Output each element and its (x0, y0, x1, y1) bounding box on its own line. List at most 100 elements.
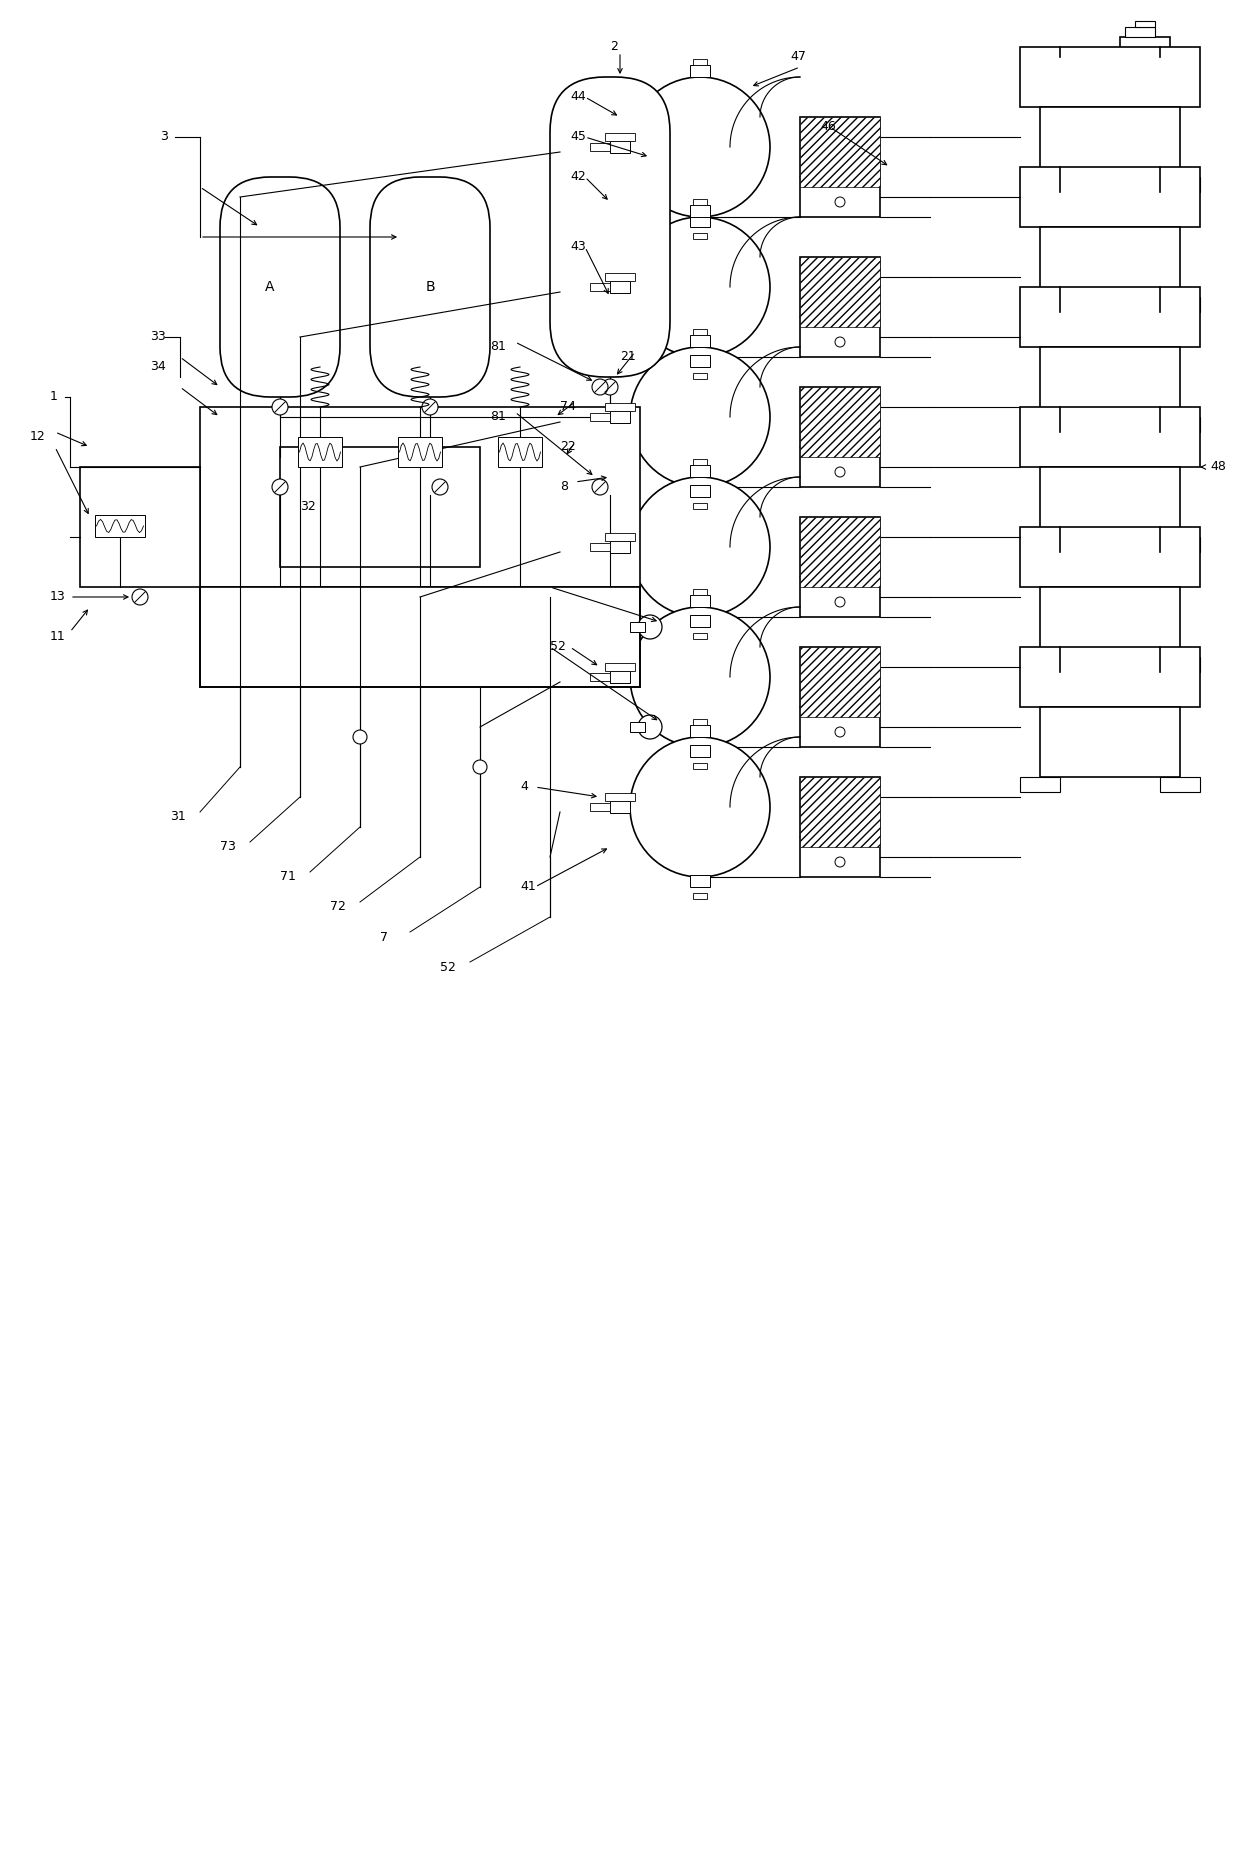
Bar (800, 258, 880, 327)
Text: 81: 81 (490, 340, 506, 353)
Text: 52: 52 (440, 960, 456, 973)
Bar (693, 200, 707, 205)
Text: 7: 7 (379, 930, 388, 943)
Bar (693, 719, 707, 724)
Bar (610, 801, 630, 812)
Bar (693, 764, 707, 769)
Circle shape (835, 857, 844, 866)
Circle shape (639, 614, 662, 639)
Bar (200, 407, 640, 586)
Bar (398, 437, 441, 467)
Text: A: A (265, 280, 275, 293)
Text: 42: 42 (570, 170, 585, 183)
Bar (605, 663, 635, 670)
Circle shape (472, 760, 487, 775)
Bar (800, 118, 880, 187)
Bar (800, 118, 880, 217)
Circle shape (639, 715, 662, 739)
Bar (800, 777, 880, 848)
Bar (630, 622, 645, 633)
Bar (1040, 467, 1180, 538)
Bar (1040, 228, 1180, 297)
Bar (498, 437, 542, 467)
Text: 12: 12 (30, 431, 46, 444)
Text: 21: 21 (620, 351, 636, 364)
Bar (1159, 538, 1200, 553)
Bar (689, 205, 711, 217)
Bar (610, 411, 630, 424)
Bar (689, 334, 711, 347)
Bar (630, 723, 645, 732)
Text: 2: 2 (610, 41, 618, 54)
Bar (689, 465, 711, 476)
Circle shape (432, 480, 448, 495)
Circle shape (835, 338, 844, 347)
Bar (689, 215, 711, 228)
Text: 81: 81 (490, 411, 506, 424)
Bar (280, 446, 480, 568)
Bar (1130, 58, 1159, 77)
Bar (605, 793, 635, 801)
Bar (800, 258, 880, 357)
Text: 48: 48 (1210, 461, 1226, 474)
Bar (693, 329, 707, 334)
Bar (298, 437, 342, 467)
Bar (1135, 21, 1154, 26)
Circle shape (630, 607, 770, 747)
Circle shape (835, 726, 844, 737)
Bar (693, 892, 707, 900)
Bar (1021, 657, 1060, 672)
Bar (590, 144, 610, 151)
Text: 13: 13 (50, 590, 66, 603)
Bar (1021, 297, 1060, 312)
Bar (800, 777, 880, 877)
Bar (1159, 177, 1200, 192)
Bar (95, 515, 145, 538)
Text: 73: 73 (219, 840, 236, 853)
Bar (693, 502, 707, 510)
Bar (605, 133, 635, 142)
Circle shape (591, 379, 608, 396)
Bar (689, 745, 711, 756)
Circle shape (591, 480, 608, 495)
Text: 8: 8 (560, 480, 568, 493)
Text: 34: 34 (150, 360, 166, 373)
Bar (1159, 416, 1200, 431)
Bar (1021, 538, 1060, 553)
Bar (1021, 416, 1060, 431)
Bar (1040, 347, 1180, 416)
Bar (689, 876, 711, 887)
Circle shape (630, 217, 770, 357)
Bar (590, 543, 610, 551)
Bar (800, 517, 880, 616)
Bar (689, 596, 711, 607)
Text: 1: 1 (50, 390, 58, 403)
Bar (1021, 526, 1200, 586)
Bar (693, 633, 707, 639)
Bar (1021, 407, 1200, 467)
Text: 4: 4 (520, 780, 528, 793)
Bar (1159, 777, 1200, 792)
Text: 31: 31 (170, 810, 186, 823)
Bar (800, 517, 880, 586)
Bar (1021, 47, 1200, 106)
Bar (800, 648, 880, 717)
Bar (1040, 106, 1180, 177)
Bar (693, 60, 707, 65)
Text: 11: 11 (50, 631, 66, 644)
Text: 45: 45 (570, 131, 585, 144)
Bar (689, 724, 711, 737)
Text: 71: 71 (280, 870, 296, 883)
FancyBboxPatch shape (551, 77, 670, 377)
Circle shape (835, 198, 844, 207)
Text: B: B (425, 280, 435, 293)
Bar (800, 386, 880, 457)
Text: 52: 52 (551, 640, 565, 653)
Bar (1159, 297, 1200, 312)
Bar (610, 282, 630, 293)
Circle shape (601, 379, 618, 396)
Circle shape (422, 400, 438, 414)
Bar (605, 273, 635, 282)
Circle shape (630, 347, 770, 487)
Circle shape (835, 597, 844, 607)
